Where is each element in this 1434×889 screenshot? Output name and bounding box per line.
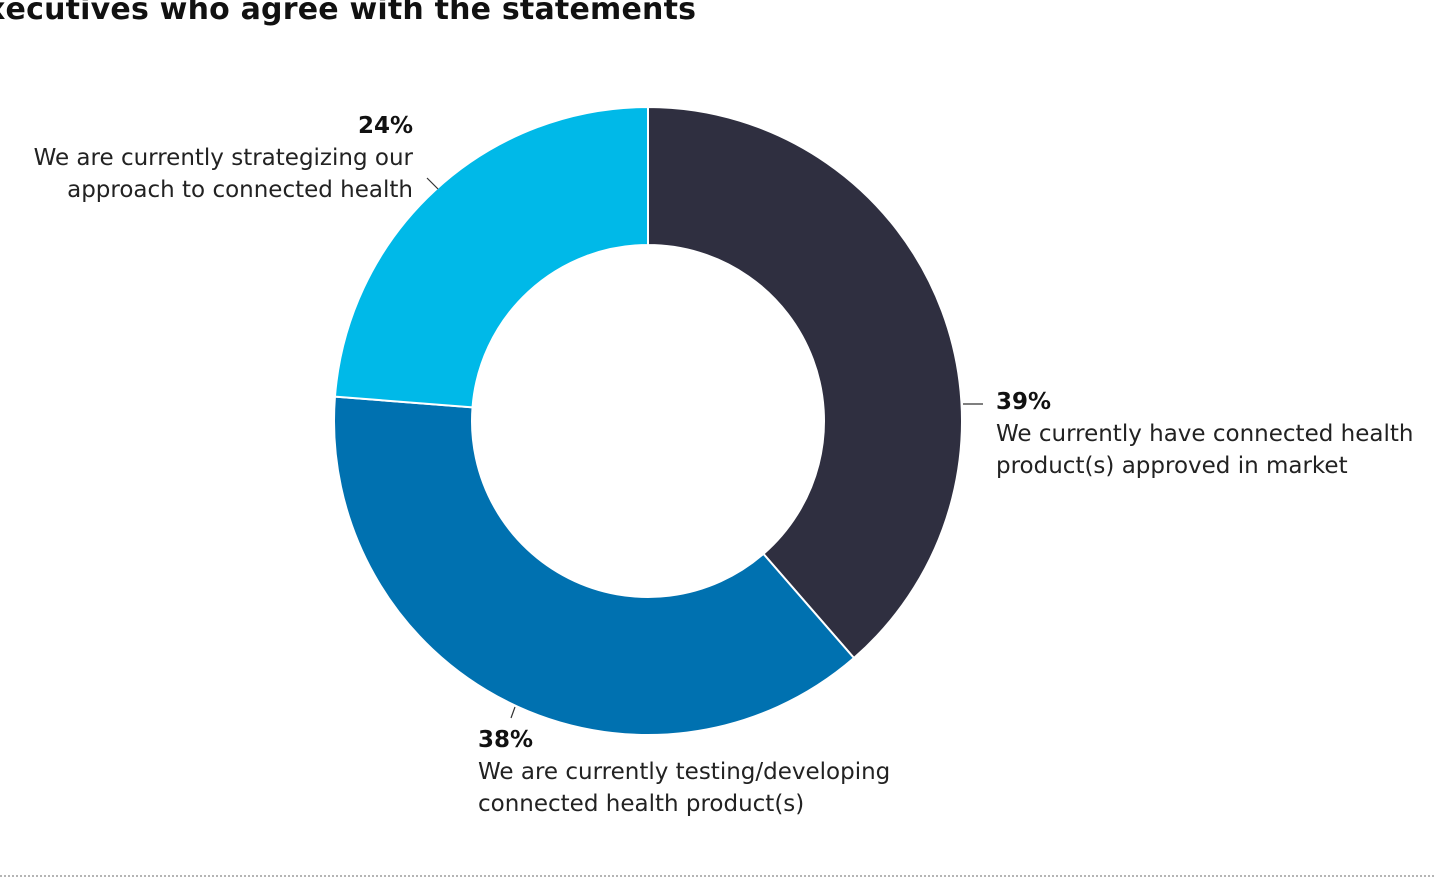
slice-percent-label: 38% (478, 727, 534, 753)
slice-label-line: connected health product(s) (478, 791, 805, 817)
slice-percent-label: 39% (996, 389, 1052, 415)
donut-slice-approved-in-market (647, 105, 963, 660)
dotted-divider (0, 875, 1434, 877)
slice-label-line: product(s) approved in market (996, 453, 1348, 479)
slice-percent-label: 24% (357, 113, 413, 139)
slice-label-testing-developing: 38% We are currently testing/developing … (478, 724, 890, 820)
slice-label-line: We are currently strategizing our (33, 145, 413, 171)
slice-label-approved-in-market: 39% We currently have connected health p… (996, 386, 1413, 482)
donut-slice-strategizing (333, 105, 649, 409)
chart-title: xecutives who agree with the statements (0, 0, 697, 27)
slice-label-line: We are currently testing/developing (478, 759, 891, 785)
donut-slice-testing-developing (333, 395, 856, 736)
slice-label-line: approach to connected health (67, 177, 413, 203)
leader-line-testing-developing (510, 706, 516, 719)
slice-label-line: We currently have connected health (996, 421, 1414, 447)
leader-line-strategizing (426, 177, 439, 190)
slice-label-strategizing: 24% We are currently strategizing our ap… (34, 110, 413, 206)
